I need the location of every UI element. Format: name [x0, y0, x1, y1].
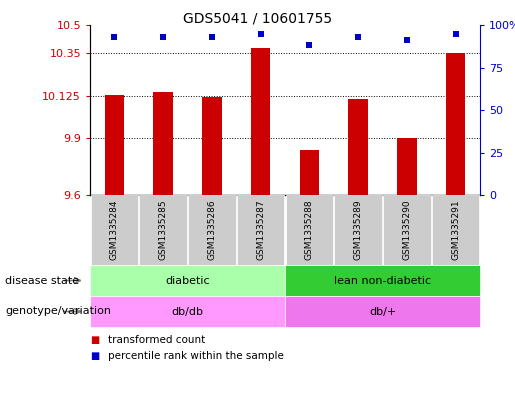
- Text: GSM1335287: GSM1335287: [256, 200, 265, 260]
- Text: diabetic: diabetic: [165, 275, 210, 285]
- Bar: [348, 99, 368, 195]
- Text: disease state: disease state: [5, 275, 79, 285]
- Text: GSM1335285: GSM1335285: [159, 200, 167, 260]
- Text: transformed count: transformed count: [108, 335, 205, 345]
- Text: lean non-diabetic: lean non-diabetic: [334, 275, 431, 285]
- Bar: [202, 97, 221, 195]
- Bar: [105, 95, 124, 195]
- Text: GSM1335290: GSM1335290: [402, 200, 411, 260]
- Text: GSM1335286: GSM1335286: [208, 200, 216, 260]
- Text: genotype/variation: genotype/variation: [5, 307, 111, 316]
- Text: GDS5041 / 10601755: GDS5041 / 10601755: [183, 12, 332, 26]
- Text: db/db: db/db: [171, 307, 203, 316]
- Text: ■: ■: [90, 351, 99, 361]
- Bar: [397, 138, 417, 195]
- Bar: [251, 48, 270, 195]
- Text: db/+: db/+: [369, 307, 396, 316]
- Bar: [446, 53, 466, 195]
- Text: percentile rank within the sample: percentile rank within the sample: [108, 351, 284, 361]
- Text: GSM1335289: GSM1335289: [354, 200, 363, 260]
- Text: ■: ■: [90, 335, 99, 345]
- Bar: [300, 150, 319, 195]
- Text: GSM1335284: GSM1335284: [110, 200, 119, 260]
- Text: GSM1335288: GSM1335288: [305, 200, 314, 260]
- Bar: [153, 92, 173, 195]
- Text: GSM1335291: GSM1335291: [451, 200, 460, 260]
